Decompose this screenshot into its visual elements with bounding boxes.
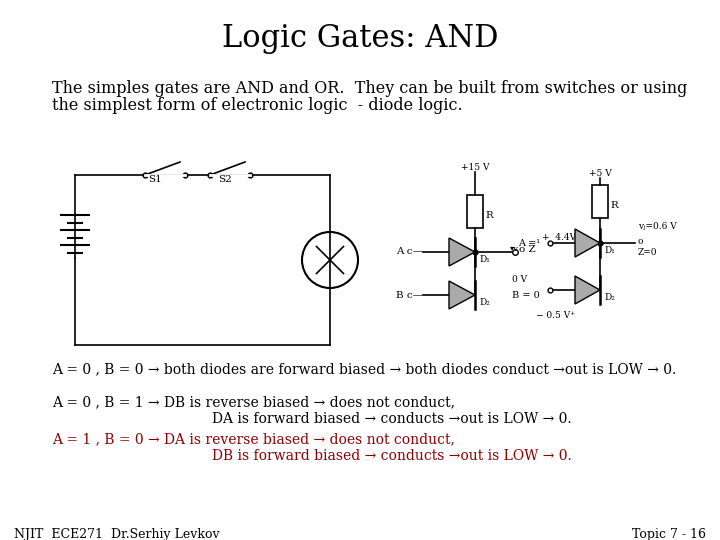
Text: vⱼ=0.6 V: vⱼ=0.6 V <box>638 222 677 231</box>
Text: B = 0: B = 0 <box>512 291 540 300</box>
Text: S1: S1 <box>148 175 162 184</box>
Polygon shape <box>449 281 475 309</box>
Text: B c—: B c— <box>396 291 423 300</box>
Text: D₂: D₂ <box>479 298 490 307</box>
Text: +5 V: +5 V <box>589 169 611 178</box>
Text: A =¹: A =¹ <box>518 239 540 247</box>
Text: Logic Gates: AND: Logic Gates: AND <box>222 23 498 53</box>
Text: DA is forward biased → conducts →out is LOW → 0.: DA is forward biased → conducts →out is … <box>212 412 572 426</box>
Text: A = 1 , B = 0 → DA is reverse biased → does not conduct,: A = 1 , B = 0 → DA is reverse biased → d… <box>52 432 455 446</box>
Text: NJIT  ECE271  Dr.Serhiy Levkov: NJIT ECE271 Dr.Serhiy Levkov <box>14 528 220 540</box>
Text: A = 0 , B = 0 → both diodes are forward biased → both diodes conduct →out is LOW: A = 0 , B = 0 → both diodes are forward … <box>52 362 676 376</box>
Text: o: o <box>638 237 644 246</box>
Text: − 0.5 V⁺: − 0.5 V⁺ <box>536 311 575 320</box>
Text: DB is forward biased → conducts →out is LOW → 0.: DB is forward biased → conducts →out is … <box>212 449 572 463</box>
Text: Z=0: Z=0 <box>638 248 657 257</box>
Text: +15 V: +15 V <box>461 163 490 172</box>
Text: the simplest form of electronic logic  - diode logic.: the simplest form of electronic logic - … <box>52 97 463 114</box>
Polygon shape <box>449 238 475 266</box>
Text: D₁: D₁ <box>479 255 490 264</box>
Polygon shape <box>575 276 600 304</box>
Text: D₂: D₂ <box>604 293 615 302</box>
Polygon shape <box>575 229 600 257</box>
Text: D₁: D₁ <box>604 246 615 255</box>
Text: A = 0 , B = 1 → DB is reverse biased → does not conduct,: A = 0 , B = 1 → DB is reverse biased → d… <box>52 395 455 409</box>
Text: +  4.4V  −: + 4.4V − <box>542 233 590 242</box>
Text: Topic 7 - 16: Topic 7 - 16 <box>632 528 706 540</box>
Text: R: R <box>485 211 492 219</box>
Text: S2: S2 <box>218 175 232 184</box>
Text: A c—: A c— <box>396 247 423 256</box>
Text: o Z: o Z <box>519 246 536 254</box>
Text: R: R <box>610 200 618 210</box>
Text: ▾v: ▾v <box>510 245 519 253</box>
Text: 0 V: 0 V <box>512 275 527 284</box>
Text: The simples gates are AND and OR.  They can be built from switches or using: The simples gates are AND and OR. They c… <box>52 80 688 97</box>
